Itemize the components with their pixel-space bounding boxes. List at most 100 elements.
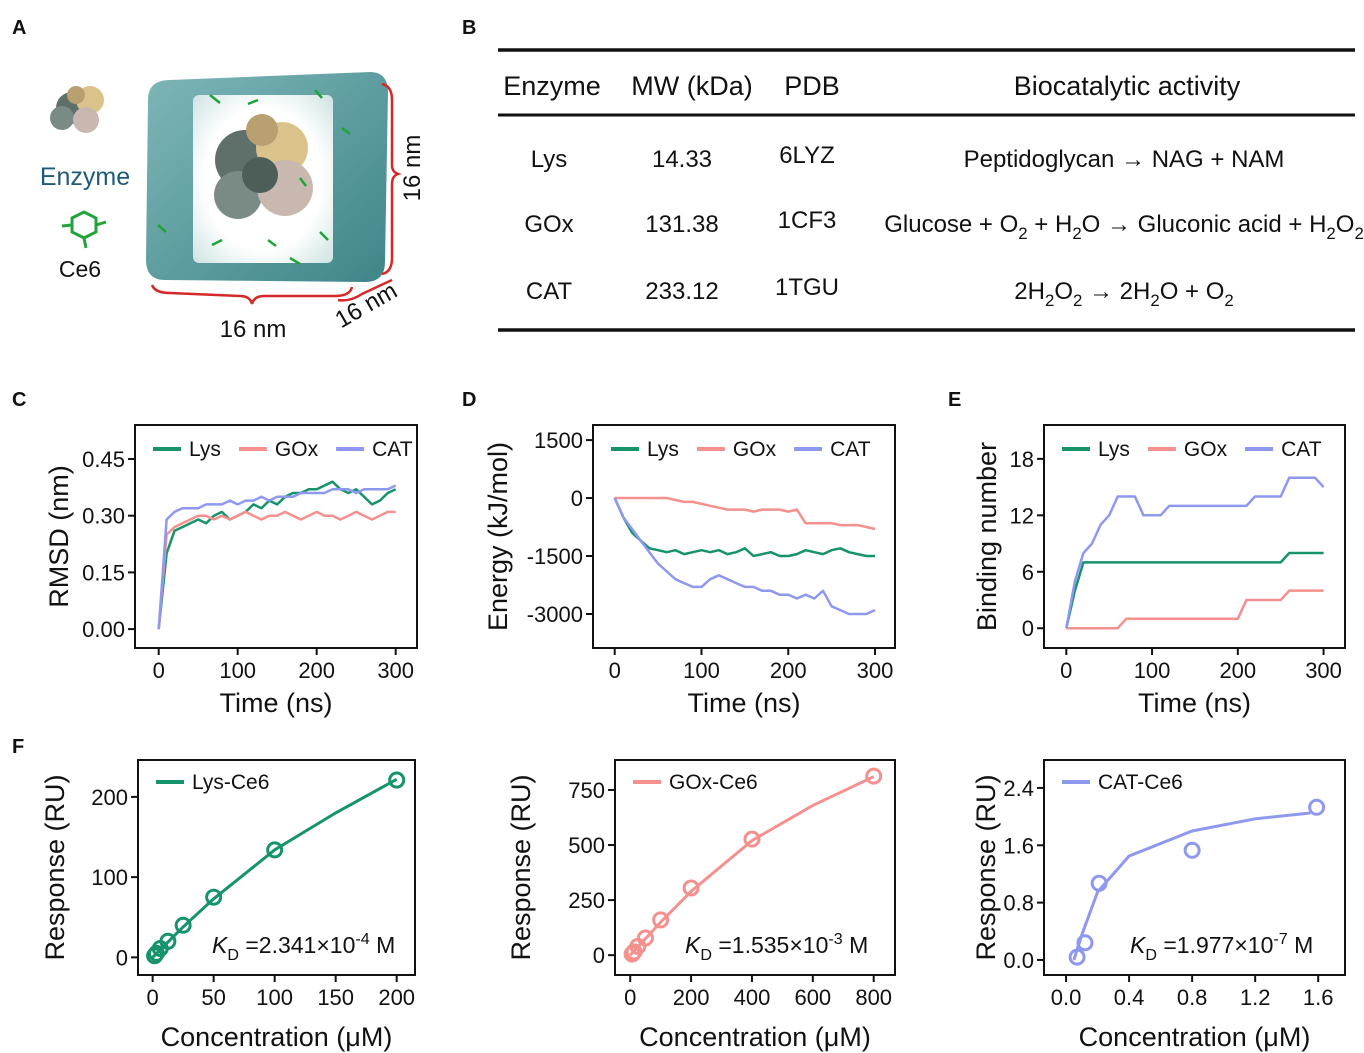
chart: 0 200 400 600 800 0 250 500 750 Concentration (μM… [506, 759, 896, 1052]
text-segment: O + O [1160, 278, 1225, 305]
data-point [1090, 874, 1108, 892]
dimension-label: 16 nm [331, 277, 402, 334]
chart: 0 50 100 150 200 0 100 200 Concentration (μM) Res… [40, 759, 416, 1052]
subscript: 2 [1072, 224, 1081, 243]
table-header: Biocatalytic activity [1014, 71, 1241, 101]
legend-label: GOx [275, 438, 319, 461]
x-tick-label: 100 [683, 658, 720, 683]
annotation: KD =1.535×10-3 M [685, 930, 868, 964]
x-axis-label: Concentration (μM) [639, 1022, 871, 1052]
x-axis-label: Concentration (μM) [161, 1022, 393, 1052]
enzyme-icon [50, 86, 104, 133]
y-tick-label: 0.30 [82, 504, 125, 529]
y-tick-label: 0.45 [82, 447, 125, 472]
legend-label: GOx-Ce6 [669, 771, 758, 794]
y-tick-label: 0 [571, 486, 583, 511]
subscript: 2 [1354, 224, 1363, 243]
fit-line [629, 775, 875, 957]
chart: 0.0 0.4 0.8 1.2 1.6 0.0 0.8 1.6 2.4 Concentration… [971, 759, 1346, 1052]
table: Enzyme MW (kDa) PDB Biocatalytic activity Ly… [498, 48, 1355, 332]
data-line [1066, 589, 1324, 630]
legend-label: GOx [1184, 438, 1228, 461]
text-segment: K [212, 932, 229, 958]
text-segment: + H [1028, 211, 1073, 238]
text-segment: Peptidoglycan → NAG + NAM [964, 146, 1285, 173]
y-tick-label: 750 [568, 778, 605, 803]
panel-label: E [948, 389, 961, 411]
table-header: PDB [784, 71, 840, 101]
x-tick-label: 1.2 [1240, 985, 1271, 1010]
y-tick-label: 100 [91, 865, 128, 890]
x-tick-label: 200 [1219, 658, 1256, 683]
legend-label: CAT [1281, 438, 1322, 461]
y-tick-label: 0.00 [82, 617, 125, 642]
data-point [174, 916, 192, 934]
subscript: 2 [1150, 291, 1159, 310]
x-tick-label: 0.8 [1177, 985, 1208, 1010]
legend-label: CAT-Ce6 [1098, 771, 1183, 794]
legend-label: CAT [830, 438, 871, 461]
plot-frame [1043, 759, 1346, 976]
dimension-label: 16 nm [220, 316, 287, 343]
data-point [266, 841, 284, 859]
subscript: 2 [1224, 291, 1233, 310]
text-segment: O [1054, 278, 1073, 305]
text-segment: → 2H [1082, 278, 1150, 305]
data-line [613, 497, 876, 616]
dimension-label: 16 nm [399, 135, 426, 202]
data-point [636, 929, 654, 947]
y-tick-label: 0.15 [82, 560, 125, 585]
plot-frame [614, 759, 896, 976]
x-tick-label: 300 [377, 658, 414, 683]
panel-label: B [462, 17, 476, 39]
y-tick-label: 0 [593, 943, 605, 968]
data-point [388, 771, 406, 789]
y-tick-label: 0.0 [1003, 948, 1034, 973]
x-tick-label: 200 [673, 985, 710, 1010]
x-tick-label: 0 [1060, 658, 1072, 683]
data-line [614, 496, 876, 531]
data-line [613, 497, 875, 558]
x-tick-label: 0 [147, 985, 159, 1010]
text-segment: O [1336, 211, 1355, 238]
table-cell: 1TGU [775, 274, 839, 301]
x-tick-label: 100 [256, 985, 293, 1010]
text-segment: K [1130, 932, 1147, 958]
text-segment: M [370, 932, 396, 958]
y-tick-label: 0 [116, 945, 128, 970]
data-line [157, 480, 397, 630]
data-line [1065, 551, 1324, 629]
text-segment: M [1288, 932, 1314, 958]
plot-frame [134, 424, 418, 649]
data-point [1308, 798, 1326, 816]
y-tick-label: -1500 [527, 544, 583, 569]
table-cell: 2H2O2 → 2H2O + O2 [1014, 278, 1233, 310]
x-tick-label: 200 [770, 658, 807, 683]
y-tick-label: 500 [568, 833, 605, 858]
table-header: MW (kDa) [631, 71, 752, 101]
y-axis-label: Response (RU) [506, 774, 536, 960]
y-tick-label: 200 [91, 785, 128, 810]
annotation: KD =2.341×10-4 M [212, 930, 395, 964]
subscript: 2 [1326, 224, 1335, 243]
y-tick-label: 250 [568, 888, 605, 913]
x-tick-label: 800 [855, 985, 892, 1010]
enzyme-label: Enzyme [40, 163, 130, 191]
ce6-label: Ce6 [59, 256, 101, 282]
panel-label: A [12, 17, 26, 39]
x-tick-label: 1.6 [1303, 985, 1334, 1010]
y-tick-label: 6 [1022, 560, 1034, 585]
text-segment: O → Gluconic acid + H [1082, 211, 1327, 238]
data-line [1065, 476, 1325, 629]
x-tick-label: 0 [624, 985, 636, 1010]
text-segment: 2H [1014, 278, 1045, 305]
table-cell: GOx [524, 211, 573, 238]
legend-label: Lys-Ce6 [192, 771, 269, 794]
x-tick-label: 400 [734, 985, 771, 1010]
chart: 0 100 200 300 0 6 12 18 Time (ns) Binding number L… [972, 424, 1346, 718]
text-segment: =1.535×10 [712, 932, 828, 958]
x-axis-label: Concentration (μM) [1079, 1022, 1311, 1052]
y-tick-label: 2.4 [1003, 776, 1034, 801]
x-tick-label: 50 [201, 985, 225, 1010]
y-tick-label: 18 [1010, 447, 1034, 472]
